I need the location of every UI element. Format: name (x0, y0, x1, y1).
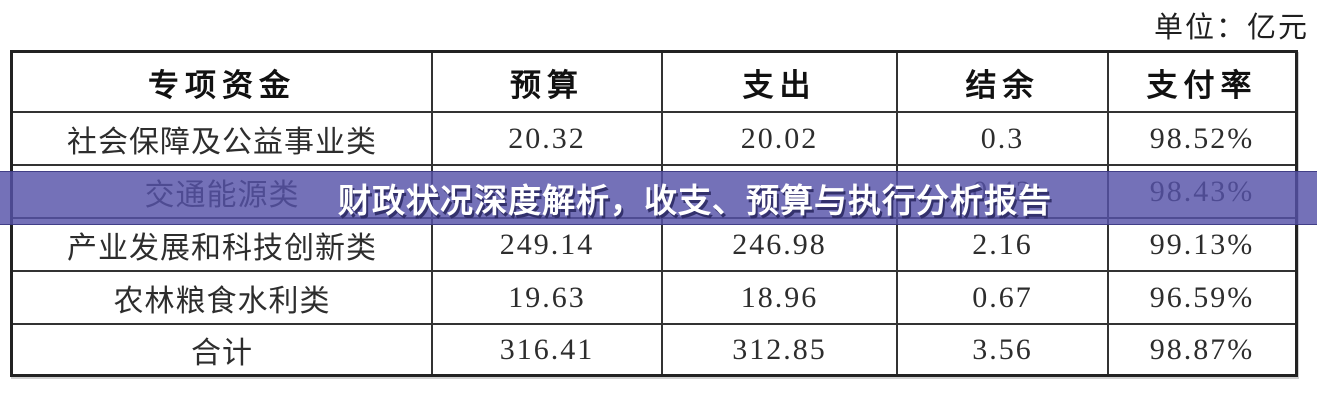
table-header-row: 专项资金 预算 支出 结余 支付率 (13, 53, 1295, 113)
budget-value: 249.14 (433, 219, 663, 272)
budget-value: 20.32 (433, 113, 663, 166)
table-row-total: 合计 316.41 312.85 3.56 98.87% (13, 325, 1295, 374)
table-row: 社会保障及公益事业类 20.32 20.02 0.3 98.52% (13, 113, 1295, 166)
fund-name: 产业发展和科技创新类 (13, 219, 433, 272)
rate-value: 98.52% (1109, 113, 1295, 166)
column-header-budget: 预算 (433, 53, 663, 113)
column-header-rate: 支付率 (1109, 53, 1295, 113)
rate-value: 99.13% (1109, 219, 1295, 272)
balance-value: 3.56 (898, 325, 1109, 374)
spend-value: 246.98 (663, 219, 898, 272)
fund-name: 农林粮食水利类 (13, 272, 433, 325)
table-row: 产业发展和科技创新类 249.14 246.98 2.16 99.13% (13, 219, 1295, 272)
balance-value: 0.67 (898, 272, 1109, 325)
unit-label: 单位：亿元 (1153, 12, 1309, 44)
column-header-fund: 专项资金 (13, 53, 433, 113)
spend-value: 312.85 (663, 325, 898, 374)
budget-value: 19.63 (433, 272, 663, 325)
budget-value: 316.41 (433, 325, 663, 374)
rate-value: 96.59% (1109, 272, 1295, 325)
table-row: 农林粮食水利类 19.63 18.96 0.67 96.59% (13, 272, 1295, 325)
headline-banner-overlay (0, 171, 1317, 225)
fund-name: 社会保障及公益事业类 (13, 113, 433, 166)
column-header-balance: 结余 (898, 53, 1109, 113)
fund-name: 合计 (13, 325, 433, 374)
spend-value: 20.02 (663, 113, 898, 166)
column-header-spend: 支出 (663, 53, 898, 113)
spend-value: 18.96 (663, 272, 898, 325)
balance-value: 2.16 (898, 219, 1109, 272)
headline-text: 财政状况深度解析，收支、预算与执行分析报告 (338, 182, 1052, 219)
balance-value: 0.3 (898, 113, 1109, 166)
rate-value: 98.87% (1149, 332, 1255, 366)
